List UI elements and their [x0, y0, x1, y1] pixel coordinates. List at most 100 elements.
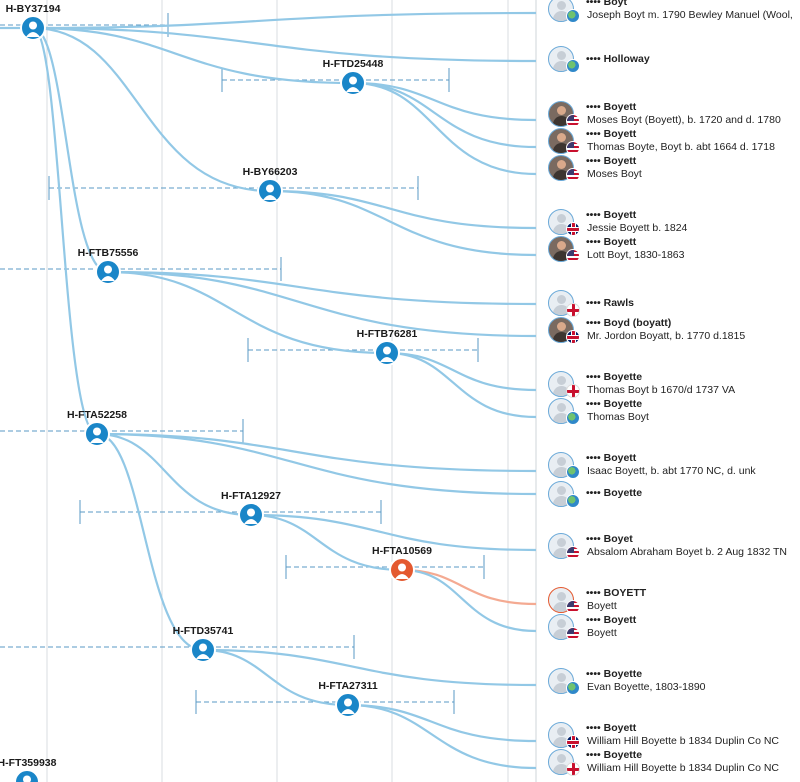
country-flag-icon [566, 330, 580, 344]
tree-branches [0, 11, 537, 770]
haplogroup-node[interactable]: H-BY66203 [243, 166, 298, 204]
branch-to-subclade [32, 26, 109, 274]
tester-ancestor: Lott Boyt, 1830-1863 [587, 249, 685, 261]
avatar [548, 668, 574, 694]
age-intervals [0, 13, 485, 714]
country-flag-icon [566, 303, 580, 317]
person-icon [247, 508, 255, 517]
tester-entry[interactable]: •••• Boyett Lott Boyt, 1830-1863 [548, 236, 800, 264]
tester-entry[interactable]: •••• Boyette [548, 481, 800, 509]
tester-ancestor: Thomas Boyte, Boyt b. abt 1664 d. 1718 [587, 141, 775, 153]
tester-surname: •••• Boyett [586, 614, 637, 626]
country-flag-icon [566, 411, 580, 425]
tester-surname: •••• Boyett [586, 209, 637, 221]
tester-entry[interactable]: •••• Boyett Moses Boyt [548, 155, 800, 183]
person-icon [101, 276, 115, 281]
person-icon [93, 427, 101, 436]
tester-entry[interactable]: •••• Boyett Moses Boyt (Boyett), b. 1720… [548, 101, 800, 129]
tester-entry[interactable]: •••• Boyett Isaac Boyett, b. abt 1770 NC… [548, 452, 800, 480]
country-flag-icon [566, 494, 580, 508]
branch-to-tester [250, 513, 537, 552]
person-icon [398, 563, 406, 572]
tester-surname: •••• Rawls [586, 297, 634, 309]
tester-entry[interactable]: •••• Boyette William Hill Boyette b 1834… [548, 749, 800, 777]
haplogroup-label: H-FT359938 [0, 757, 57, 769]
branch-to-tester [107, 270, 537, 306]
tree-nodes: H-BY37194 H-FTD25448 H-BY66203 H-FTB75556 H-… [0, 3, 432, 782]
branch-to-tester [96, 432, 537, 473]
tester-entry[interactable]: •••• Boyett Thomas Boyte, Boyt b. abt 16… [548, 128, 800, 156]
tester-entry[interactable]: •••• Boyet Absalom Abraham Boyet b. 2 Au… [548, 533, 800, 561]
haplogroup-label: H-BY66203 [243, 166, 298, 178]
haplogroup-label: H-BY37194 [6, 3, 61, 15]
haplogroup-node[interactable]: H-FTA12927 [221, 490, 281, 528]
tester-ancestor: Thomas Boyt [587, 411, 649, 423]
tester-surname: •••• Holloway [586, 53, 650, 65]
country-flag-icon [566, 762, 580, 776]
country-flag-icon [566, 141, 580, 155]
person-icon [244, 519, 258, 524]
branch-to-subclade [96, 432, 204, 652]
branch-to-tester [107, 270, 537, 338]
tester-surname: •••• Boyett [586, 101, 637, 113]
branch-to-tester [32, 11, 537, 30]
tester-ancestor: Evan Boyette, 1803-1890 [587, 681, 706, 693]
tester-entry[interactable]: •••• Holloway [548, 46, 800, 74]
person-icon [23, 775, 31, 782]
haplogroup-node[interactable]: H-FTB76281 [357, 328, 418, 366]
tester-surname: •••• Boyett [586, 722, 637, 734]
person-icon [90, 438, 104, 443]
person-icon [344, 698, 352, 707]
tester-ancestor: Moses Boyt [587, 168, 642, 180]
tester-entry[interactable]: •••• Boyett William Hill Boyette b 1834 … [548, 722, 800, 750]
branch-to-subclade [96, 432, 252, 517]
country-flag-icon [566, 627, 580, 641]
branch-to-subclade [250, 513, 403, 572]
tester-ancestor: Moses Boyt (Boyett), b. 1720 and d. 1780 [587, 114, 781, 126]
haplogroup-label: H-FTB75556 [78, 247, 139, 259]
branch-to-tester [401, 568, 537, 606]
tester-surname: •••• Boyett [586, 452, 637, 464]
haplogroup-node[interactable]: H-FTD35741 [173, 625, 234, 663]
country-flag-icon [566, 59, 580, 73]
branch-to-tester [352, 81, 537, 122]
tester-entry[interactable]: •••• Boyette Thomas Boyt b 1670/d 1737 V… [548, 371, 800, 399]
haplogroup-node[interactable]: H-FTD25448 [323, 58, 384, 96]
tester-entry[interactable]: •••• Boyette Evan Boyette, 1803-1890 [548, 668, 800, 696]
tester-entry[interactable]: •••• BOYETT Boyett [548, 587, 800, 615]
country-flag-icon [566, 114, 580, 128]
haplogroup-node[interactable]: H-FT359938 [0, 757, 57, 782]
tester-entry[interactable]: •••• Boyett Boyett [548, 614, 800, 642]
tester-entry[interactable]: •••• Boyette Thomas Boyt [548, 398, 800, 426]
country-flag-icon [566, 249, 580, 263]
tester-ancestor: Thomas Boyt b 1670/d 1737 VA [587, 384, 736, 396]
haplogroup-node[interactable]: H-FTA10569 [372, 545, 432, 583]
person-icon [341, 709, 355, 714]
haplogroup-label: H-FTD35741 [173, 625, 234, 637]
tester-entry[interactable]: •••• Boyd (boyatt) Mr. Jordon Boyatt, b.… [548, 317, 800, 345]
tester-surname: •••• Boyette [586, 398, 643, 410]
tester-surname: •••• Boyet [586, 533, 633, 545]
person-icon [349, 76, 357, 85]
country-flag-icon [566, 465, 580, 479]
tester-ancestor: William Hill Boyette b 1834 Duplin Co NC [587, 735, 779, 747]
tester-entry[interactable]: •••• Rawls [548, 290, 800, 318]
haplogroup-node[interactable]: H-FTB75556 [78, 247, 139, 285]
tester-ancestor: Absalom Abraham Boyet b. 2 Aug 1832 TN [587, 546, 788, 558]
tester-ancestor: Jessie Boyett b. 1824 [587, 222, 688, 234]
haplogroup-node[interactable]: H-BY37194 [6, 3, 61, 41]
tester-entry[interactable]: •••• Boyett Jessie Boyett b. 1824 [548, 209, 800, 237]
tester-surname: •••• BOYETT [586, 587, 647, 599]
haplogroup-node[interactable]: H-FTA27311 [318, 680, 378, 718]
tester-surname: •••• Boyt [586, 0, 627, 8]
tester-surname: •••• Boyd (boyatt) [586, 317, 672, 329]
person-icon [383, 346, 391, 355]
haplogroup-node[interactable]: H-FTA52258 [67, 409, 127, 447]
tester-ancestor: William Hill Boyette b 1834 Duplin Co NC [587, 762, 779, 774]
branch-to-subclade [32, 26, 98, 436]
person-icon [346, 87, 360, 92]
tester-surname: •••• Boyett [586, 128, 637, 140]
tester-surname: •••• Boyette [586, 371, 643, 383]
tester-entry[interactable]: •••• Boyt Joseph Boyt m. 1790 Bewley Man… [548, 0, 800, 24]
tester-surname: •••• Boyette [586, 487, 643, 499]
